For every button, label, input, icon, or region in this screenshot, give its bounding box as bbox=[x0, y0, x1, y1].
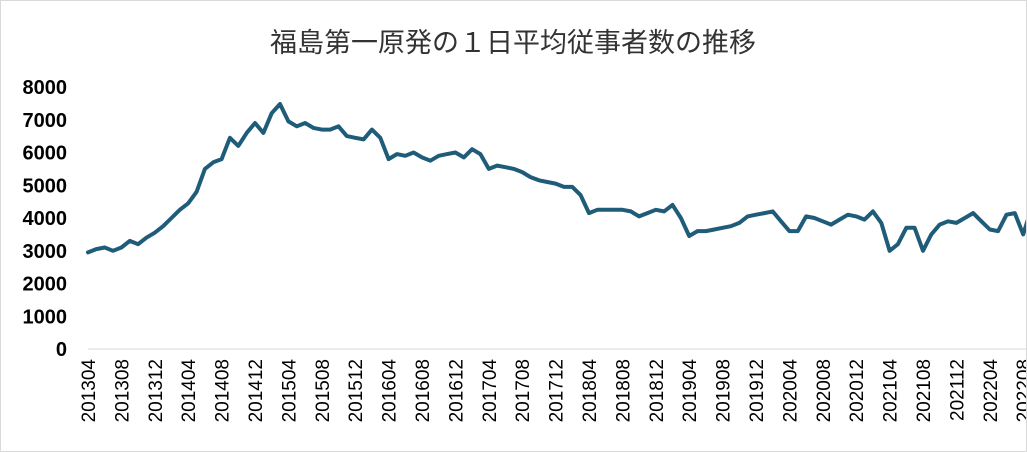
x-tick-label: 201904 bbox=[680, 359, 701, 423]
chart-title: 福島第一原発の１日平均従事者数の推移 bbox=[270, 28, 756, 59]
x-tick-label: 201408 bbox=[213, 359, 234, 422]
y-tick-label: 5000 bbox=[23, 175, 68, 197]
x-tick-label: 201504 bbox=[279, 359, 300, 423]
x-tick-label: 201508 bbox=[313, 359, 334, 422]
x-tick-label: 202204 bbox=[981, 359, 1002, 423]
y-tick-label: 8000 bbox=[23, 77, 68, 99]
x-tick-label: 201608 bbox=[413, 359, 434, 422]
x-tick-label: 202008 bbox=[814, 359, 835, 422]
x-tick-label: 202012 bbox=[847, 359, 868, 422]
x-tick-label: 201412 bbox=[246, 359, 267, 422]
y-tick-label: 4000 bbox=[23, 208, 68, 230]
y-axis: 0 1000 2000 3000 4000 5000 6000 7000 8000 bbox=[23, 77, 68, 361]
x-tick-label: 201708 bbox=[513, 359, 534, 422]
x-tick-label: 201512 bbox=[346, 359, 367, 422]
x-axis: 201304 201308 201312 201404 201408 201412 2015… bbox=[79, 348, 1026, 423]
x-tick-label: 201308 bbox=[112, 359, 133, 422]
y-tick-label: 6000 bbox=[23, 143, 68, 165]
y-tick-label: 7000 bbox=[23, 110, 68, 132]
x-tick-label: 201312 bbox=[146, 359, 167, 422]
x-tick-label: 201604 bbox=[380, 359, 401, 423]
x-tick-label: 201612 bbox=[446, 359, 467, 422]
x-tick-label: 202108 bbox=[914, 359, 935, 422]
y-tick-label: 0 bbox=[56, 339, 67, 361]
x-tick-label: 201908 bbox=[714, 359, 735, 422]
x-tick-label: 202104 bbox=[881, 359, 902, 423]
series-line bbox=[86, 102, 1026, 255]
x-tick-label: 201304 bbox=[79, 359, 100, 423]
x-tick-label: 201812 bbox=[647, 359, 668, 422]
x-tick-label: 201404 bbox=[179, 359, 200, 423]
x-tick-label: 201804 bbox=[580, 359, 601, 423]
x-tick-label: 202112 bbox=[947, 359, 968, 421]
x-tick-label: 201912 bbox=[747, 359, 768, 422]
x-tick-label: 202004 bbox=[780, 359, 801, 423]
y-tick-label: 1000 bbox=[23, 306, 68, 328]
y-tick-label: 2000 bbox=[23, 274, 68, 296]
x-tick-label: 201808 bbox=[613, 359, 634, 422]
x-tick-label: 202208 bbox=[1014, 359, 1026, 422]
x-tick-label: 201712 bbox=[547, 359, 568, 422]
y-tick-label: 3000 bbox=[23, 241, 68, 263]
x-tick-label: 201704 bbox=[480, 359, 501, 423]
